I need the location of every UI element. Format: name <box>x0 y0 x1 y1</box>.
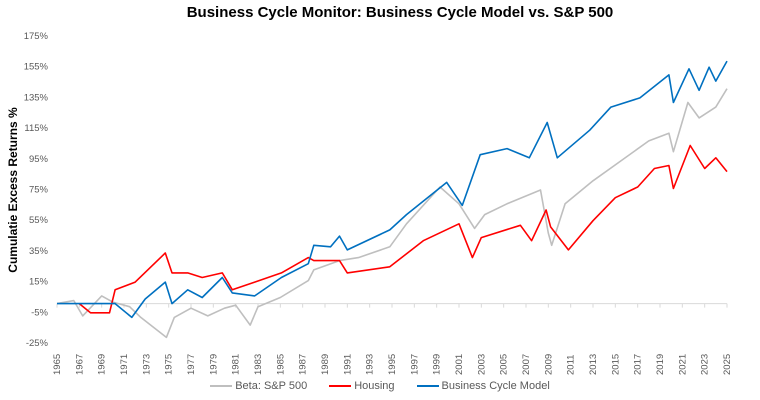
y-tick-label: -5% <box>31 307 48 318</box>
series-line-housing <box>78 144 728 314</box>
y-axis-label: Cumulatie Excess Returns % <box>6 107 20 273</box>
legend-item: Housing <box>329 380 395 392</box>
x-tick-label: 1969 <box>97 354 108 375</box>
x-tick-label: 1995 <box>387 354 398 375</box>
x-tick-label: 1979 <box>208 354 219 375</box>
x-tick-label: 1965 <box>52 354 63 375</box>
x-tick-label: 1971 <box>119 354 130 375</box>
legend-swatch <box>329 385 352 387</box>
x-tick-label: 1985 <box>275 354 286 375</box>
legend-label: Housing <box>354 380 395 392</box>
x-tick-label: 1987 <box>298 354 309 375</box>
series-line-beta-s-p-500 <box>56 88 728 339</box>
y-tick-label: 95% <box>29 154 49 165</box>
x-tick-label: 1993 <box>365 354 376 375</box>
x-tick-label: 1989 <box>320 354 331 375</box>
y-tick-label: -25% <box>26 338 49 349</box>
y-tick-label: 55% <box>29 215 49 226</box>
y-tick-label: 35% <box>29 246 49 257</box>
y-tick-label: 115% <box>24 123 48 134</box>
x-tick-label: 2013 <box>588 354 599 375</box>
x-tick-label: 1967 <box>74 354 85 375</box>
y-tick-label: 75% <box>29 185 49 196</box>
x-tick-label: 2015 <box>610 354 621 375</box>
x-tick-label: 1981 <box>231 354 242 375</box>
y-tick-label: 135% <box>24 92 49 103</box>
x-tick-label: 2023 <box>700 354 711 375</box>
y-tick-label: 175% <box>24 31 49 42</box>
x-tick-label: 1975 <box>164 354 175 375</box>
x-tick-label: 2011 <box>566 355 577 375</box>
x-tick-label: 1977 <box>186 354 197 375</box>
legend-item: Business Cycle Model <box>416 380 550 392</box>
x-tick-label: 1999 <box>432 354 443 375</box>
x-tick-label: 2017 <box>633 354 644 375</box>
y-tick-label: 15% <box>29 277 49 288</box>
x-tick-label: 1991 <box>342 354 353 375</box>
x-tick-label: 1983 <box>253 354 264 375</box>
x-tick-label: 2001 <box>454 354 465 375</box>
legend: Beta: S&P 500 Housing Business Cycle Model <box>0 380 760 392</box>
x-tick-label: 2021 <box>677 354 688 375</box>
chart-title: Business Cycle Monitor: Business Cycle M… <box>186 4 614 21</box>
x-tick-label: 2025 <box>722 354 733 375</box>
legend-item: Beta: S&P 500 <box>210 380 307 392</box>
legend-label: Business Cycle Model <box>441 380 550 392</box>
legend-label: Beta: S&P 500 <box>235 380 308 392</box>
x-tick-label: 1973 <box>141 354 152 375</box>
x-tick-label: 1997 <box>409 354 420 375</box>
legend-swatch <box>416 385 439 387</box>
x-tick-label: 2019 <box>655 354 666 375</box>
legend-swatch <box>210 385 233 387</box>
x-tick-label: 2009 <box>543 354 554 375</box>
y-tick-label: 155% <box>24 62 49 73</box>
x-tick-label: 2007 <box>521 354 532 375</box>
x-tick-label: 2003 <box>476 354 487 375</box>
x-tick-label: 2005 <box>499 354 510 375</box>
series-line-business-cycle-model <box>57 60 728 319</box>
